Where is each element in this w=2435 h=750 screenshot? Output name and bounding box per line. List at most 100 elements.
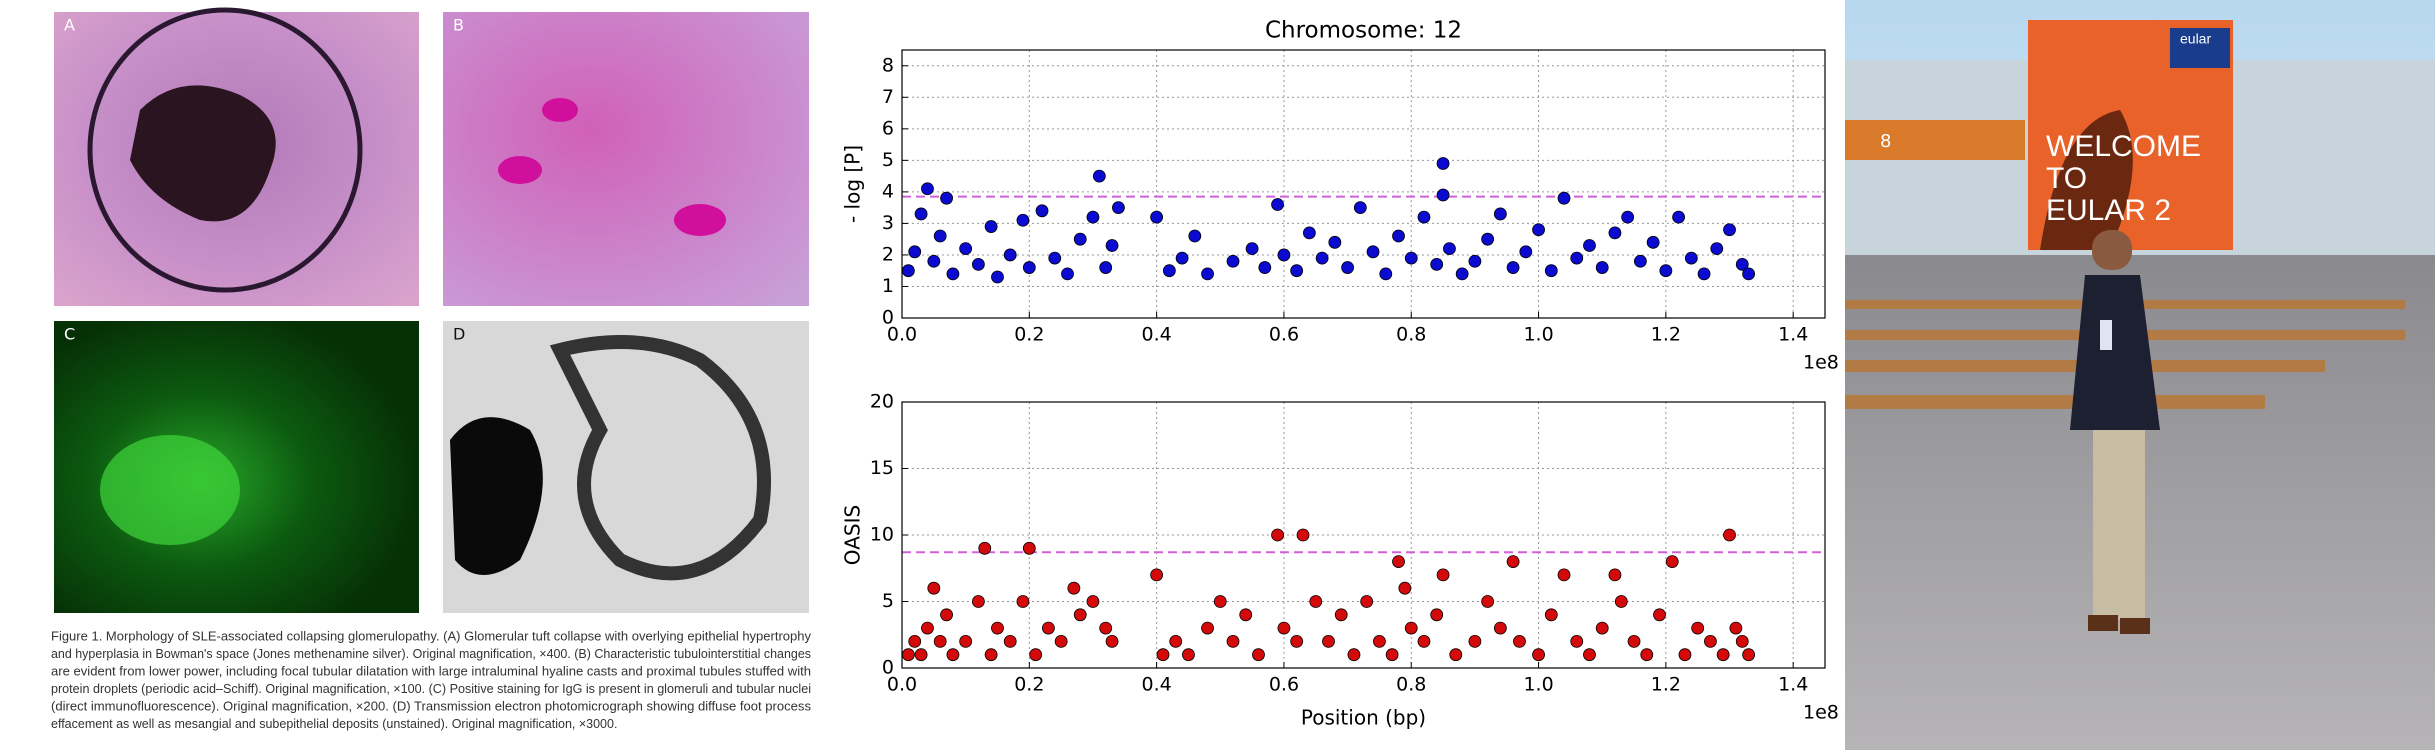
point bbox=[1684, 251, 1698, 265]
point bbox=[1519, 245, 1533, 259]
point bbox=[921, 621, 934, 635]
point bbox=[1729, 621, 1743, 635]
cast bbox=[542, 98, 578, 122]
point bbox=[946, 267, 960, 281]
photo: 8 eular WELCOME TO EULAR 2 bbox=[1845, 0, 2435, 750]
y-tick-label: 10 bbox=[870, 524, 894, 546]
point bbox=[1150, 568, 1164, 582]
caption-line: are evident from lower power, including … bbox=[51, 664, 811, 678]
caption: Figure 1. Morphology of SLE-associated c… bbox=[51, 629, 812, 731]
x-tick-label: 1.2 bbox=[1651, 674, 1681, 696]
lumen bbox=[450, 417, 543, 575]
point bbox=[1003, 248, 1017, 262]
point bbox=[1665, 555, 1679, 568]
point bbox=[1016, 213, 1030, 227]
micrograph-b bbox=[443, 12, 809, 306]
point bbox=[1328, 235, 1342, 249]
caption-line: protein droplets (periodic acid–Schiff).… bbox=[51, 682, 811, 696]
x-tick-label: 0.8 bbox=[1396, 674, 1426, 696]
shoe bbox=[2120, 618, 2150, 634]
point bbox=[1073, 232, 1087, 246]
point bbox=[1182, 648, 1195, 662]
point bbox=[1048, 251, 1062, 265]
point bbox=[1315, 251, 1329, 265]
point bbox=[1029, 648, 1043, 662]
point bbox=[1061, 267, 1074, 281]
point bbox=[1073, 608, 1087, 622]
point bbox=[1322, 635, 1335, 648]
gate-sign bbox=[1845, 120, 2025, 160]
x-tick-label: 0.0 bbox=[887, 324, 917, 346]
capsule bbox=[87, 7, 363, 293]
point bbox=[971, 257, 985, 271]
plot-frame bbox=[901, 49, 1826, 319]
shoe bbox=[2088, 615, 2118, 631]
x-tick-label: 1.0 bbox=[1523, 324, 1553, 346]
point bbox=[1468, 635, 1482, 648]
point bbox=[946, 648, 960, 662]
point bbox=[1481, 595, 1495, 608]
point bbox=[1162, 264, 1176, 278]
person bbox=[2070, 230, 2160, 634]
jacket bbox=[2070, 275, 2160, 430]
y-tick-label: 5 bbox=[882, 149, 894, 171]
x-tick-label: 0.8 bbox=[1396, 324, 1426, 346]
point bbox=[1086, 210, 1100, 224]
y-tick-label: 1 bbox=[882, 275, 894, 297]
point bbox=[921, 182, 934, 196]
x-tick-label: 0.4 bbox=[1142, 324, 1172, 346]
y-tick-label: 0 bbox=[882, 657, 894, 679]
point bbox=[1691, 621, 1705, 635]
point bbox=[1239, 608, 1253, 622]
x-tick-label: 0.6 bbox=[1269, 324, 1299, 346]
caption-line: and hyperplasia in Bowman's space (Jones… bbox=[51, 647, 811, 661]
point bbox=[1245, 242, 1259, 256]
point bbox=[1640, 648, 1654, 662]
point bbox=[1493, 207, 1507, 221]
point bbox=[1742, 267, 1756, 281]
point bbox=[1404, 621, 1418, 635]
point bbox=[1156, 648, 1170, 662]
caption-line: (direct immunofluorescence). Original ma… bbox=[51, 699, 811, 713]
point bbox=[1003, 635, 1017, 648]
point bbox=[971, 595, 985, 608]
plot-frame bbox=[901, 401, 1826, 669]
y-tick-label: 0 bbox=[882, 307, 894, 329]
panel-label: A bbox=[64, 16, 75, 35]
sign-line: EULAR 2 bbox=[2046, 194, 2171, 227]
point bbox=[1201, 621, 1214, 635]
cast bbox=[498, 156, 542, 184]
point bbox=[1366, 245, 1380, 259]
point bbox=[1252, 648, 1265, 662]
point bbox=[1226, 254, 1240, 268]
x-tick-label: 0.2 bbox=[1014, 674, 1044, 696]
point bbox=[933, 229, 947, 243]
x-offset-label: 1e8 bbox=[1803, 352, 1839, 374]
point bbox=[1513, 635, 1526, 648]
point bbox=[1443, 242, 1456, 256]
point bbox=[1353, 201, 1367, 215]
point bbox=[1392, 229, 1405, 243]
point bbox=[914, 207, 928, 221]
point bbox=[1341, 261, 1354, 274]
sign-art bbox=[2040, 110, 2133, 250]
point bbox=[1557, 568, 1571, 582]
point bbox=[1723, 223, 1736, 237]
badge bbox=[2100, 320, 2112, 350]
point bbox=[1175, 251, 1189, 265]
point bbox=[1678, 648, 1692, 662]
point bbox=[1723, 528, 1736, 542]
x-tick-label: 0.0 bbox=[887, 674, 917, 696]
point bbox=[1735, 257, 1749, 271]
point bbox=[1493, 621, 1507, 635]
point bbox=[1436, 568, 1450, 582]
point bbox=[1557, 191, 1571, 205]
point bbox=[1271, 198, 1284, 211]
point bbox=[1035, 204, 1049, 218]
point bbox=[1506, 555, 1520, 568]
x-tick-label: 1.0 bbox=[1523, 674, 1553, 696]
point bbox=[1258, 261, 1272, 274]
chart-title: Chromosome: 12 bbox=[1265, 18, 1462, 44]
